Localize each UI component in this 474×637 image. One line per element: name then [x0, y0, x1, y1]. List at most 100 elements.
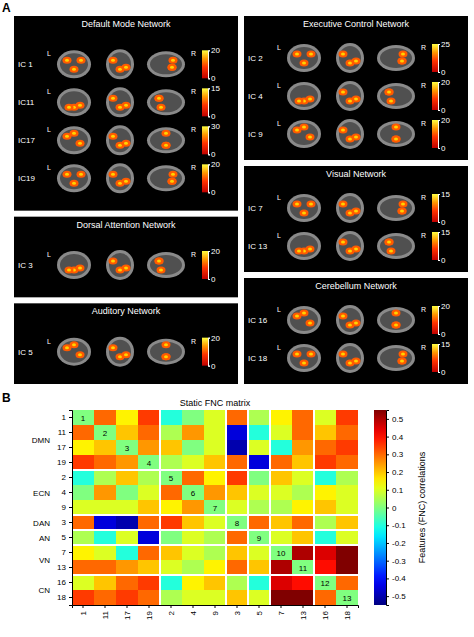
colorbar-tick: 0 [386, 504, 397, 513]
colorbar-axis-line [209, 165, 211, 193]
heatmap-cell [182, 545, 204, 560]
colorbar-tick-label: 15 [441, 190, 450, 199]
colorbar-tick-mark [438, 334, 440, 335]
colorbar-tick-mark [208, 88, 210, 89]
activation-core [302, 362, 306, 365]
brain-outline [336, 231, 364, 261]
activation-core [354, 210, 358, 213]
heatmap-cell [94, 500, 116, 515]
colorbar-axis: 020 [438, 116, 450, 153]
brain-outline [377, 233, 415, 259]
network-panel: Auditory NetworkIC 5LR020 [14, 303, 238, 384]
diagonal-label: 8 [235, 519, 240, 528]
colorbar-tick: 0 [438, 256, 446, 265]
panel-letter: A [2, 1, 11, 15]
colorbar-tick-label: 20 [211, 247, 220, 256]
activation-blob [293, 51, 302, 58]
heatmap-cell [314, 515, 336, 530]
activation-blob [109, 171, 118, 178]
left-marker: L [47, 338, 51, 345]
activation-core [170, 180, 174, 183]
heatmap-cell [226, 560, 248, 575]
activation-blob [168, 64, 177, 71]
colorbar-tick-mark [438, 194, 440, 195]
heatmap-cell [314, 455, 336, 470]
activation-blob [352, 208, 361, 215]
activation-blob [398, 58, 407, 65]
network-panel: Dorsal Attention NetworkIC 3LR020 [14, 217, 238, 298]
heatmap-cell [270, 485, 292, 500]
activation-core [401, 53, 405, 56]
brain-outline [336, 119, 364, 149]
x-tick-mark [325, 605, 326, 608]
activation-core [297, 100, 301, 103]
activation-blob [162, 142, 171, 149]
activation-blob [155, 95, 164, 102]
heatmap-cell [204, 545, 226, 560]
colorbar-tick: 15 [438, 340, 450, 349]
colorbar [432, 232, 438, 260]
y-tick: 2 [62, 473, 72, 482]
heatmap-cell [226, 590, 248, 605]
colorbar-tick: 0.3 [386, 450, 404, 459]
heatmap-cell [292, 485, 314, 500]
colorbar-tick: 30 [208, 122, 220, 131]
activation-core [302, 312, 306, 315]
x-tick-mark [149, 605, 150, 608]
activation-blob [157, 104, 166, 111]
colorbar-tick-mark [386, 437, 389, 438]
colorbar-axis-line [209, 252, 211, 280]
heatmap-cell [314, 545, 336, 560]
y-tick-label: 5 [62, 533, 67, 542]
heatmap-cell [270, 455, 292, 470]
left-marker: L [47, 50, 51, 57]
brain-interior [60, 341, 88, 363]
heatmap-cell [226, 545, 248, 560]
brain-interior [380, 348, 412, 368]
activation-core [341, 315, 345, 318]
activation-blob [63, 344, 72, 351]
brain-outline [147, 339, 185, 365]
colorbar-axis-line [209, 338, 211, 366]
brain-interior [60, 167, 88, 189]
colorbar [202, 338, 208, 366]
brain-outline [147, 252, 185, 278]
colorbar-tick-mark [208, 154, 210, 155]
activation-blob [306, 246, 315, 253]
activation-core [111, 173, 115, 176]
heatmap-cell [270, 530, 292, 545]
activation-blob [157, 267, 166, 274]
network-panel: Executive Control NetworkIC 2LR025IC 4LR… [244, 16, 468, 160]
activation-blob [76, 265, 85, 272]
heatmap-cell [182, 560, 204, 575]
y-tick-label: 7 [62, 548, 67, 557]
left-marker: L [277, 194, 281, 201]
activation-core [164, 132, 168, 135]
colorbar-tick: -0.3 [386, 557, 406, 566]
activation-blob [339, 239, 348, 246]
colorbar-tick-mark [386, 490, 389, 491]
brain-interior [109, 340, 131, 364]
brain-interior [339, 308, 361, 332]
activation-core [387, 91, 391, 94]
diagonal-label: 3 [125, 444, 130, 453]
colorbar-axis-line [209, 89, 211, 117]
brain-outline [57, 88, 91, 116]
colorbar-tick-label: 0 [441, 218, 446, 227]
colorbar-axis-line [209, 51, 211, 79]
activation-core [111, 346, 115, 349]
heatmap-cell [270, 500, 292, 515]
activation-core [79, 173, 83, 176]
activation-core [72, 343, 76, 346]
heatmap-cell [336, 590, 358, 605]
heatmap-cell [314, 470, 336, 485]
brain-outline [57, 251, 91, 279]
brain-interior [150, 54, 182, 74]
activation-core [394, 324, 398, 327]
activation-blob [162, 130, 171, 137]
colorbar-axis-line [439, 195, 441, 223]
activation-blob [63, 133, 72, 140]
component-label: IC 5 [18, 348, 33, 357]
colorbar-tick-mark [438, 260, 440, 261]
colorbar-tick-label: 0.5 [392, 415, 404, 424]
